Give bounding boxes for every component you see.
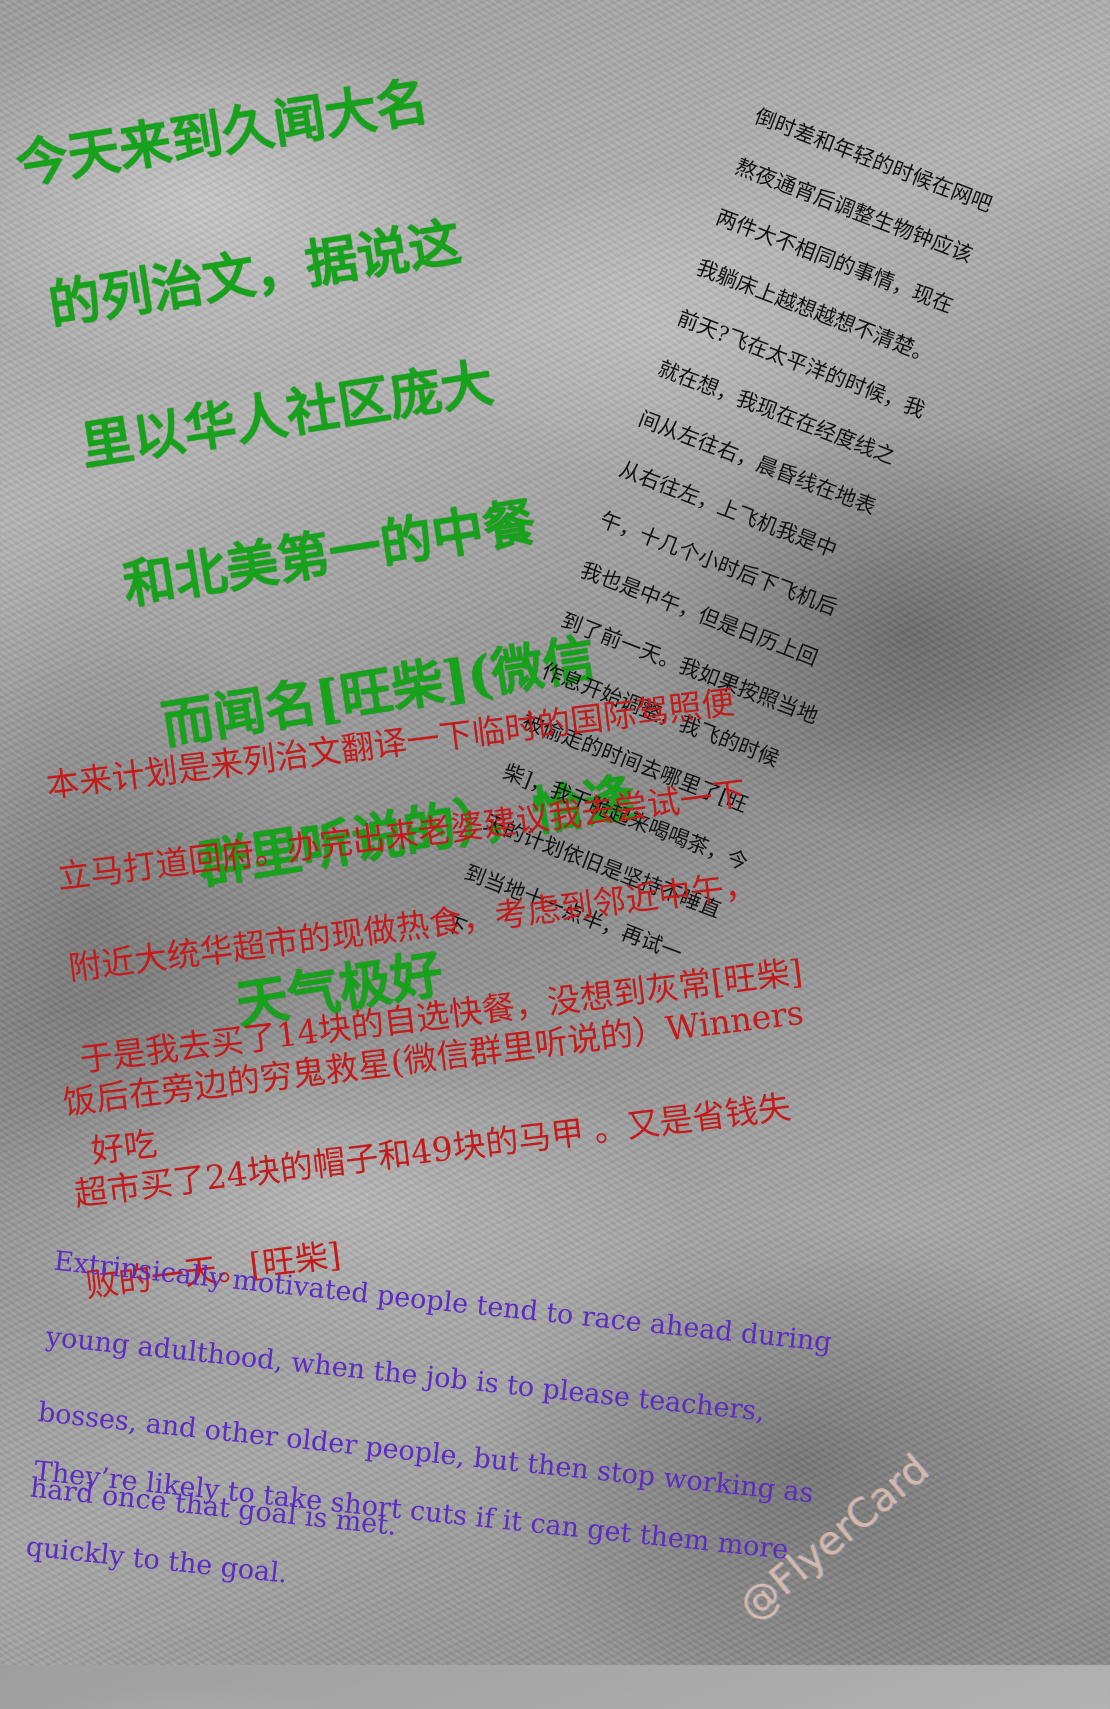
green-line: 今天来到久闻大名 bbox=[12, 70, 433, 197]
stone-texture-background bbox=[0, 0, 1110, 1665]
green-line: 的列治文，据说这 bbox=[44, 211, 465, 337]
